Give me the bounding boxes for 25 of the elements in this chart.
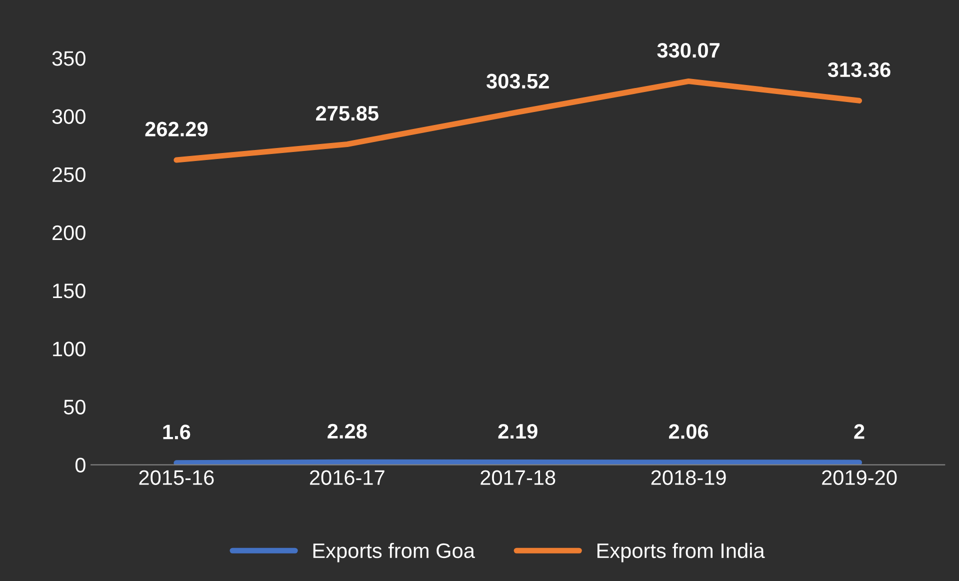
- x-tick-label: 2015-16: [139, 470, 214, 485]
- data-label: 313.36: [828, 62, 890, 78]
- y-tick-label: 100: [53, 342, 86, 356]
- y-tick-label: 350: [52, 51, 86, 66]
- y-tick-label: 250: [52, 167, 86, 182]
- data-label: 2.19: [498, 424, 538, 439]
- x-tick-label: 2017-18: [480, 470, 556, 485]
- data-label: 2: [854, 424, 864, 439]
- data-label: 2.06: [669, 424, 708, 439]
- data-label: 303.52: [486, 74, 549, 89]
- x-tick-label: 2018-19: [651, 470, 726, 485]
- data-label: 275.85: [316, 106, 378, 121]
- data-label: 262.29: [145, 122, 208, 136]
- y-tick-label: 0: [75, 458, 86, 473]
- y-tick-label: 150: [53, 284, 86, 298]
- y-tick-label: 300: [52, 109, 86, 124]
- x-tick-label: 2016-17: [310, 470, 384, 485]
- y-tick-label: 50: [64, 400, 86, 414]
- legend-label: Exports from India: [597, 542, 765, 562]
- data-label: 1.6: [163, 424, 190, 440]
- y-tick-label: 200: [52, 225, 86, 240]
- legend-label: Exports from Goa: [313, 542, 475, 562]
- data-label: 2.28: [328, 424, 367, 439]
- x-tick-label: 2019-20: [822, 470, 897, 485]
- data-label: 330.07: [657, 42, 720, 58]
